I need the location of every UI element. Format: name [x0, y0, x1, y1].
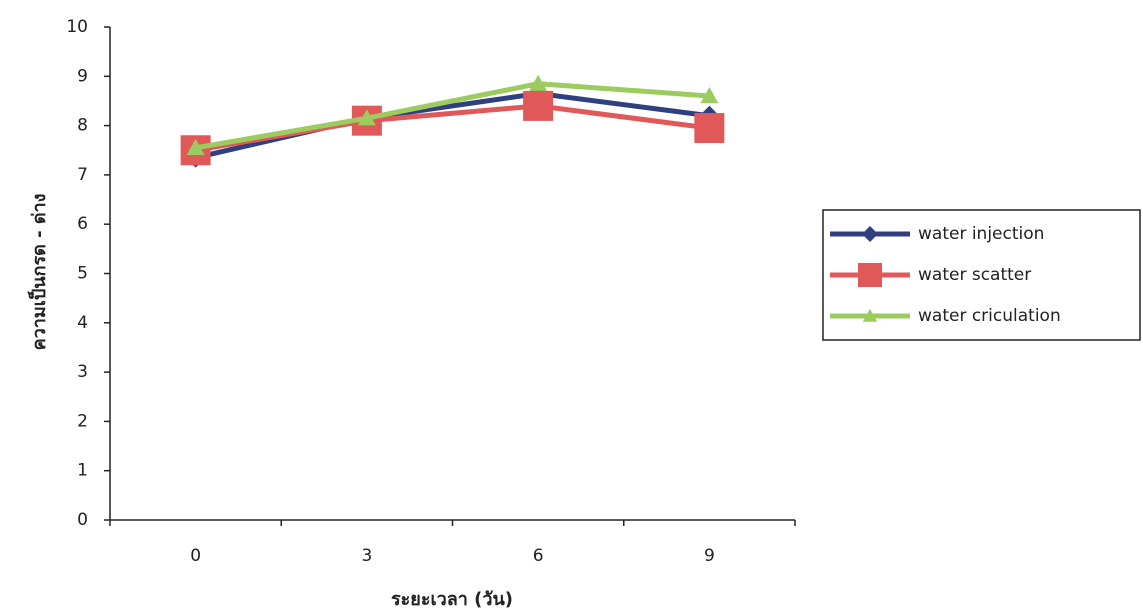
legend-label: water injection	[918, 224, 1044, 244]
x-tick-label: 9	[704, 546, 715, 566]
legend-label: water scatter	[918, 265, 1031, 285]
y-tick-label: 6	[77, 214, 88, 234]
series-line	[195, 103, 710, 153]
y-tick-label: 5	[77, 264, 88, 284]
y-tick-label: 3	[77, 362, 88, 382]
y-tick-label: 9	[77, 66, 88, 86]
x-tick-label: 6	[533, 546, 544, 566]
marker	[700, 87, 719, 104]
marker	[694, 113, 725, 144]
series-line	[195, 81, 710, 151]
x-tick-label: 3	[361, 546, 372, 566]
y-tick-label: 10	[66, 17, 88, 37]
marker	[529, 74, 548, 91]
y-tick-label: 4	[77, 313, 88, 333]
y-tick-label: 7	[77, 165, 88, 185]
marker	[523, 90, 554, 121]
y-tick-label: 2	[77, 411, 88, 431]
marker	[858, 263, 882, 287]
y-axis-label: ความเป็นกรด - ด่าง	[27, 194, 50, 351]
legend-label: water criculation	[918, 306, 1061, 326]
y-tick-label: 1	[77, 461, 88, 481]
x-tick-label: 0	[190, 546, 201, 566]
marker	[186, 138, 205, 155]
marker	[357, 109, 376, 126]
y-tick-label: 8	[77, 116, 88, 136]
marker	[862, 226, 878, 242]
marker	[862, 308, 878, 322]
y-tick-label: 0	[77, 510, 88, 530]
x-axis-label: ระยะเวลา (วัน)	[391, 589, 513, 610]
